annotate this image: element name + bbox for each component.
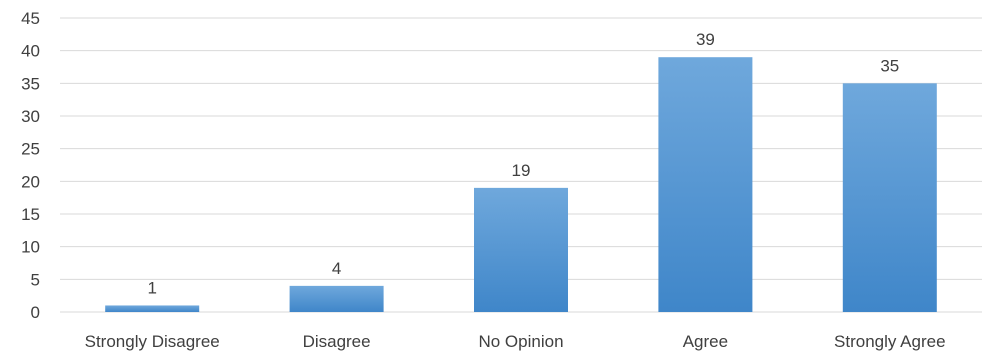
- x-category-label: Strongly Disagree: [85, 332, 220, 351]
- y-tick-label: 0: [31, 303, 40, 322]
- data-label: 1: [147, 278, 156, 297]
- bar: [658, 57, 753, 313]
- y-tick-label: 5: [31, 270, 40, 289]
- y-tick-label: 30: [21, 107, 40, 126]
- bar-series: [105, 57, 937, 313]
- y-tick-label: 10: [21, 238, 40, 257]
- y-tick-label: 20: [21, 172, 40, 191]
- x-category-label: No Opinion: [478, 332, 563, 351]
- data-label: 4: [332, 259, 341, 278]
- bar: [842, 83, 937, 312]
- y-tick-label: 40: [21, 42, 40, 61]
- x-axis: Strongly Disagree Disagree No Opinion Agree…: [85, 332, 946, 351]
- y-tick-label: 15: [21, 205, 40, 224]
- y-axis: 0 5 10 15 20 25 30 35 40 45: [21, 9, 40, 322]
- data-labels: 1 4 19 39 35: [147, 30, 899, 297]
- data-label: 19: [512, 161, 531, 180]
- data-label: 35: [880, 56, 899, 75]
- data-label: 39: [696, 30, 715, 49]
- x-category-label: Agree: [683, 332, 728, 351]
- y-tick-label: 25: [21, 140, 40, 159]
- bar: [105, 305, 200, 312]
- bar: [289, 285, 384, 312]
- y-tick-label: 35: [21, 74, 40, 93]
- x-category-label: Disagree: [303, 332, 371, 351]
- x-category-label: Strongly Agree: [834, 332, 946, 351]
- y-gridlines: [60, 17, 982, 313]
- bar: [474, 187, 568, 312]
- y-tick-label: 45: [21, 9, 40, 28]
